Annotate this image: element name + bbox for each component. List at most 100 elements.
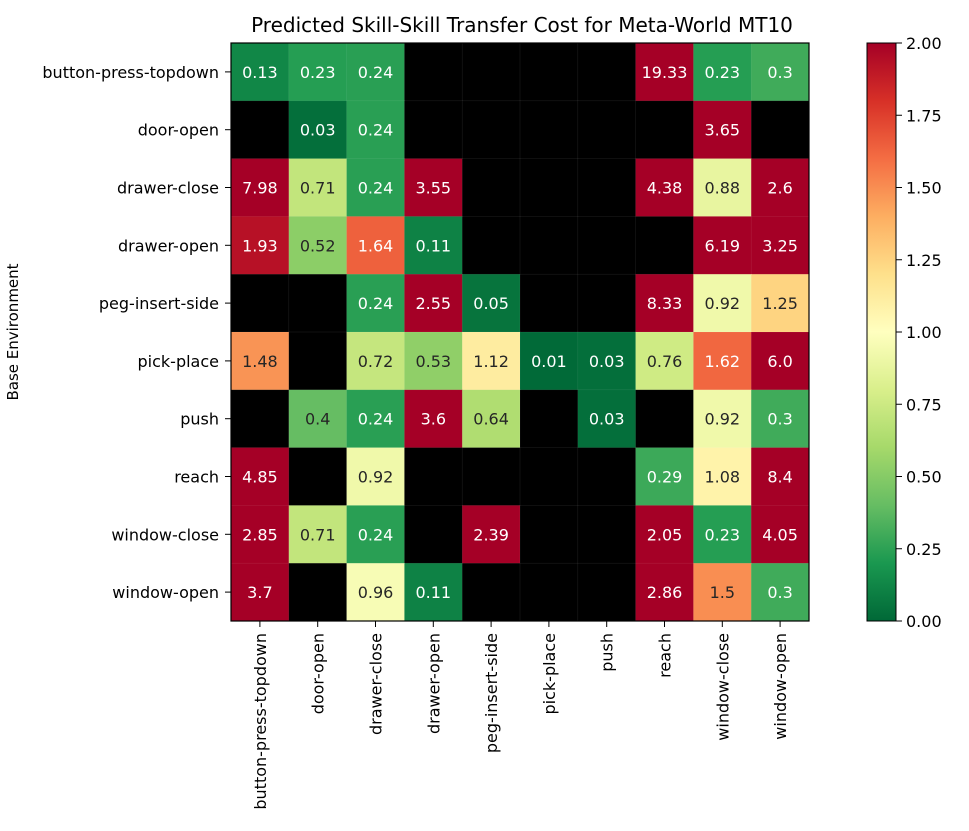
heatmap-cell	[230, 389, 290, 449]
cell-value-label: 2.86	[647, 583, 683, 602]
heatmap-cell	[693, 562, 752, 622]
heatmap-cell	[288, 42, 348, 102]
cell-value-label: 1.48	[242, 352, 278, 371]
cell-value-label: 0.3	[767, 583, 792, 602]
cell-value-label: 6.19	[704, 236, 740, 255]
cell-value-label: 2.55	[415, 294, 451, 313]
heatmap-cell	[404, 100, 463, 160]
cell-value-label: 0.88	[704, 179, 740, 198]
heatmap-cell	[461, 42, 521, 102]
heatmap-cell	[635, 100, 695, 160]
heatmap-cell	[519, 42, 579, 102]
heatmap-cell	[750, 447, 810, 507]
heatmap-cell	[750, 216, 810, 275]
cell-value-label: 0.64	[473, 410, 509, 429]
cell-value-label: 4.38	[647, 179, 683, 198]
heatmap-cell	[635, 42, 695, 102]
cell-value-label: 0.05	[473, 294, 509, 313]
cell-value-label: 0.23	[704, 63, 740, 82]
heatmap-cell	[519, 447, 579, 507]
row-label: push	[180, 410, 219, 429]
heatmap-cell	[577, 389, 637, 449]
heatmap-cell	[461, 273, 521, 333]
row-label: button-press-topdown	[42, 63, 219, 82]
heatmap-cell	[750, 505, 810, 564]
cell-value-label: 0.3	[767, 63, 792, 82]
cell-value-label: 0.24	[358, 179, 394, 198]
colorbar-tick-label: 0.25	[906, 540, 942, 559]
heatmap-cell	[693, 505, 752, 564]
colorbar: 0.00 0.25 0.50 0.75 1.00 1.25 1.50 1.75 2.00	[866, 34, 942, 631]
colorbar-tick-label: 1.75	[906, 106, 942, 125]
heatmap-cell	[230, 158, 290, 218]
heatmap-cell	[750, 100, 810, 160]
cell-value-label: 2.6	[767, 179, 792, 198]
heatmap-cell	[635, 216, 695, 275]
cell-value-label: 0.92	[358, 468, 394, 487]
cell-value-label: 1.64	[358, 236, 394, 255]
heatmap-cell	[346, 216, 406, 275]
heatmap-cell	[346, 100, 406, 160]
cell-value-label: 0.53	[415, 352, 451, 371]
heatmap-cell	[577, 42, 637, 102]
cell-value-label: 6.0	[767, 352, 792, 371]
colorbar-tick-label: 0.00	[906, 612, 942, 631]
heatmap-cell	[404, 447, 463, 507]
heatmap-cell	[346, 158, 406, 218]
cell-value-label: 0.76	[647, 352, 683, 371]
heatmap-cell	[288, 389, 348, 449]
heatmap-cell	[230, 447, 290, 507]
cell-value-label: 8.33	[647, 294, 683, 313]
column-label: push	[598, 633, 617, 672]
heatmap-cell	[635, 331, 695, 391]
cell-value-label: 4.85	[242, 468, 278, 487]
cell-value-label: 1.62	[704, 352, 740, 371]
heatmap-cell	[404, 158, 463, 218]
cell-value-label: 3.65	[704, 121, 740, 140]
cell-value-label: 0.3	[767, 410, 792, 429]
cell-value-label: 1.5	[710, 583, 735, 602]
cell-value-label: 2.85	[242, 525, 278, 544]
heatmap-cell	[230, 216, 290, 275]
cell-value-label: 1.93	[242, 236, 278, 255]
heatmap-cell	[519, 100, 579, 160]
heatmap-cell	[635, 447, 695, 507]
heatmap-cell	[577, 158, 637, 218]
cell-value-label: 0.96	[358, 583, 394, 602]
heatmap-cell	[750, 42, 810, 102]
row-label: drawer-close	[117, 179, 219, 198]
cell-value-label: 3.25	[762, 236, 798, 255]
heatmap-cell	[693, 216, 752, 275]
row-label: peg-insert-side	[99, 294, 219, 313]
heatmap-cell	[404, 331, 463, 391]
colorbar-gradient	[866, 42, 897, 622]
y-axis-label: Base Environment	[4, 263, 22, 400]
heatmap-cell	[404, 562, 463, 622]
cell-value-label: 0.23	[704, 525, 740, 544]
heatmap-cell	[750, 273, 810, 333]
colorbar-tick-label: 1.00	[906, 323, 942, 342]
row-label: pick-place	[138, 352, 219, 371]
heatmap-cells: 0.13 0.23 0.24 19.33 0.23 0.3 0.03 0.24 3.65 7.98…	[230, 42, 810, 622]
heatmap-cell	[461, 216, 521, 275]
heatmap-cell	[750, 158, 810, 218]
colorbar-tick-label: 0.50	[906, 468, 942, 487]
cell-value-label: 0.23	[300, 63, 336, 82]
heatmap-cell	[635, 505, 695, 564]
colorbar-tick-label: 2.00	[906, 34, 942, 53]
heatmap-cell	[635, 389, 695, 449]
heatmap-cell	[577, 447, 637, 507]
heatmap-cell	[693, 389, 752, 449]
heatmap-cell	[288, 216, 348, 275]
heatmap-cell	[404, 216, 463, 275]
cell-value-label: 7.98	[242, 179, 278, 198]
cell-value-label: 0.92	[704, 294, 740, 313]
colorbar-tick-label: 1.50	[906, 179, 942, 198]
column-labels: button-press-topdown door-open drawer-clos…	[251, 621, 790, 810]
column-label: window-open	[771, 633, 790, 740]
heatmap-cell	[577, 273, 637, 333]
cell-value-label: 19.33	[642, 63, 688, 82]
cell-value-label: 1.12	[473, 352, 509, 371]
heatmap-cell	[288, 273, 348, 333]
